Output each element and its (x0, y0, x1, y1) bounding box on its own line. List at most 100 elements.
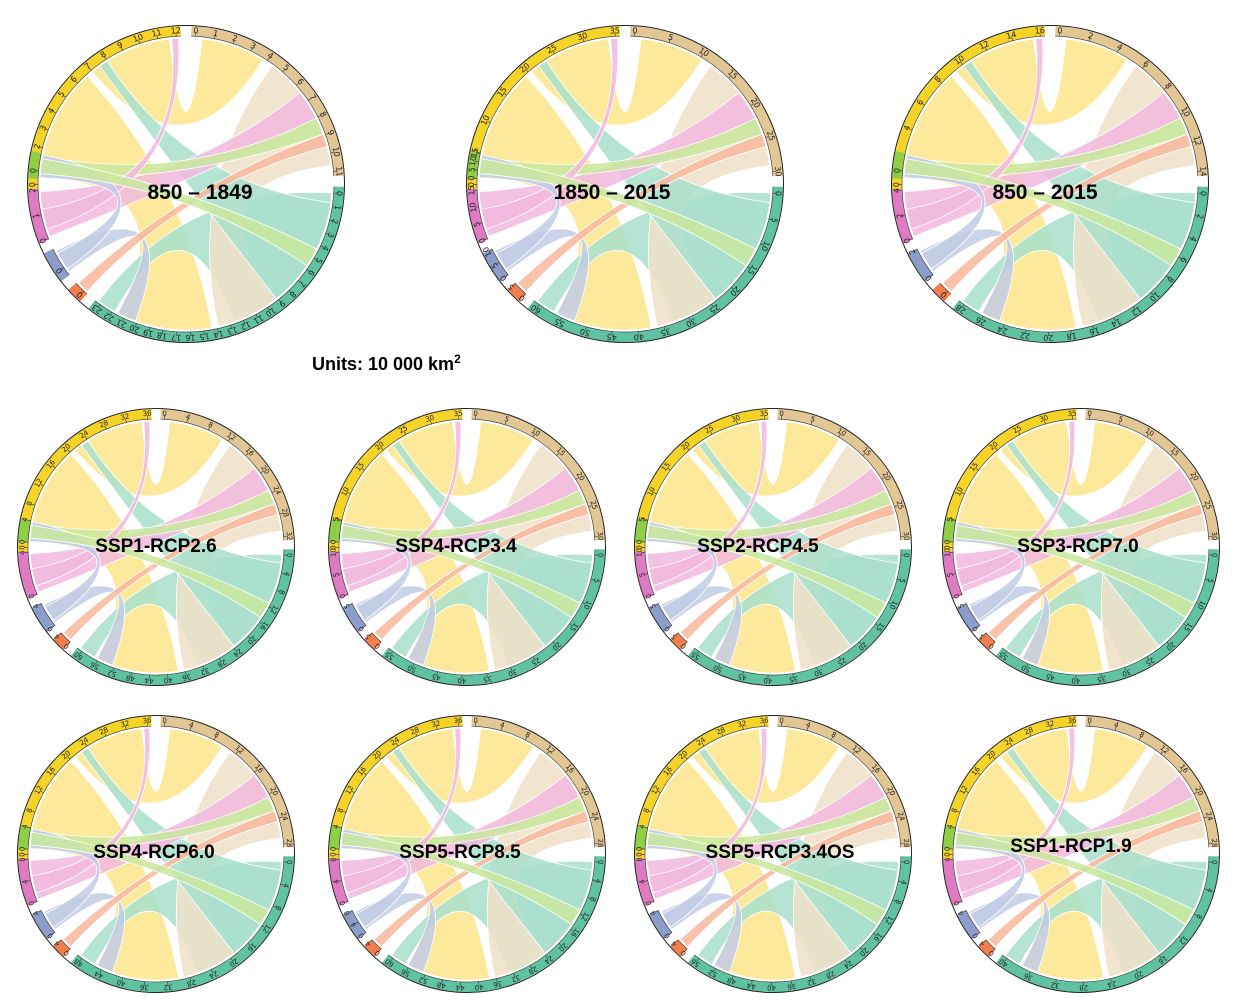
category-arc-tan (1055, 26, 1208, 177)
arc-tick (830, 736, 834, 741)
arc-axis-teal (388, 549, 596, 676)
category-arc-blue (956, 603, 981, 632)
arc-tick (33, 593, 38, 596)
arc-tick (579, 913, 584, 917)
arc-tick-label: 24 (1106, 979, 1117, 989)
arc-tick (908, 128, 913, 131)
arc-tick-label: 50 (579, 326, 591, 337)
arc-tick-label: 0 (779, 717, 784, 725)
arc-tick-label: 5 (638, 517, 647, 523)
arc-tick (742, 671, 744, 676)
arc-tick-label: 5 (343, 602, 352, 610)
arc-tick (701, 742, 705, 747)
arc-tick-label: 8 (288, 289, 298, 299)
arc-tick (250, 47, 253, 52)
arc-tick (1202, 505, 1207, 508)
category-arc-tan (160, 409, 294, 541)
arc-tick (731, 975, 734, 980)
category-arc-orange (670, 632, 688, 650)
panel-label: SSP5-RCP3.4OS (706, 842, 855, 863)
arc-tick (768, 218, 773, 221)
arc-tick-label: 12 (239, 319, 252, 331)
arc-tick-label: 28 (1210, 838, 1219, 848)
arc-tick (650, 900, 655, 903)
arc-tick-label: 0 (499, 273, 509, 283)
arc-tick-label: 2 (1195, 213, 1205, 220)
category-arc-green (943, 825, 956, 850)
arc-tick (60, 267, 65, 271)
category-arc-tan (471, 716, 605, 848)
arc-tick (235, 750, 239, 755)
arc-tick-label: 12 (978, 39, 991, 51)
arc-tick-label: 7 (83, 61, 93, 71)
arc-tick-label: 32 (120, 719, 131, 729)
arc-tick-label: 52 (418, 975, 429, 985)
arc-tick-label: 14 (1198, 166, 1208, 177)
arc-tick-label: 20 (128, 323, 141, 335)
arc-tick-label: 5 (364, 632, 373, 641)
arc-tick-label: 24 (1003, 735, 1015, 747)
arc-tick-label: 6 (1141, 59, 1151, 69)
arc-tick-label: 8 (318, 110, 328, 119)
arc-tick (736, 420, 738, 425)
arc-axis-tan (777, 725, 902, 848)
arc-tick-label: 28 (285, 838, 294, 848)
arc-tick (362, 625, 366, 629)
arc-tick-label: 8 (642, 807, 651, 814)
arc-tick-label: 0 (1057, 26, 1063, 35)
arc-tick (342, 810, 347, 813)
arc-tick-label: 0 (944, 846, 952, 851)
chord-ribbons (646, 420, 900, 674)
arc-tick-label: 0 (663, 625, 672, 633)
arc-tick (668, 932, 672, 936)
arc-tick-label: 40 (163, 676, 173, 685)
arc-tick-label: 15 (199, 331, 210, 341)
arc-axis-blue (965, 602, 981, 626)
arc-tick-label: 20 (575, 471, 587, 483)
arc-tick-label: 10 (759, 240, 771, 253)
arc-tick (346, 492, 351, 495)
arc-tick (52, 110, 57, 114)
arc-tick (956, 810, 961, 813)
arc-axis-teal (1002, 856, 1210, 983)
arc-tick-label: 8 (330, 857, 338, 862)
arc-tick-label: 0 (285, 860, 293, 865)
panel-outline (328, 408, 606, 686)
arc-tick (230, 957, 234, 962)
arc-axis-teal (1002, 549, 1210, 676)
arc-tick (272, 905, 277, 908)
arc-tick (430, 420, 432, 425)
chord-ribbon-orange (62, 503, 279, 641)
arc-tick (234, 648, 237, 652)
arc-tick (1159, 955, 1162, 959)
arc-tick (390, 651, 393, 655)
arc-tick (412, 663, 415, 668)
panel-outline (17, 408, 295, 686)
arc-tick (186, 418, 189, 423)
arc-tick (718, 663, 721, 668)
arc-tick (138, 39, 141, 44)
category-arc-yellow (892, 26, 1045, 190)
chord-ribbons (39, 37, 333, 331)
arc-tick (378, 756, 382, 760)
arc-tick-label: 0 (1087, 410, 1092, 418)
arc-tick-label: 8 (336, 807, 345, 814)
arc-tick (565, 769, 569, 773)
arc-tick (104, 425, 107, 430)
arc-axis-pink (476, 189, 489, 240)
arc-tick-label: 30 (1121, 667, 1132, 678)
arc-tick-label: 30 (576, 31, 588, 42)
arc-tick (232, 39, 235, 44)
chord-ribbons (903, 37, 1197, 331)
arc-tick-label: 20 (228, 957, 240, 969)
arc-axis-blue (52, 248, 70, 276)
arc-tick-label: 5 (332, 517, 341, 523)
arc-tick-label: 4 (281, 882, 290, 889)
panel-outline (634, 715, 912, 993)
arc-tick (750, 103, 755, 107)
arc-tick-label: 12 (225, 431, 237, 443)
arc-tick (348, 910, 353, 913)
arc-tick-label: 45 (606, 332, 617, 342)
arc-tick-label: 20 (60, 749, 72, 761)
